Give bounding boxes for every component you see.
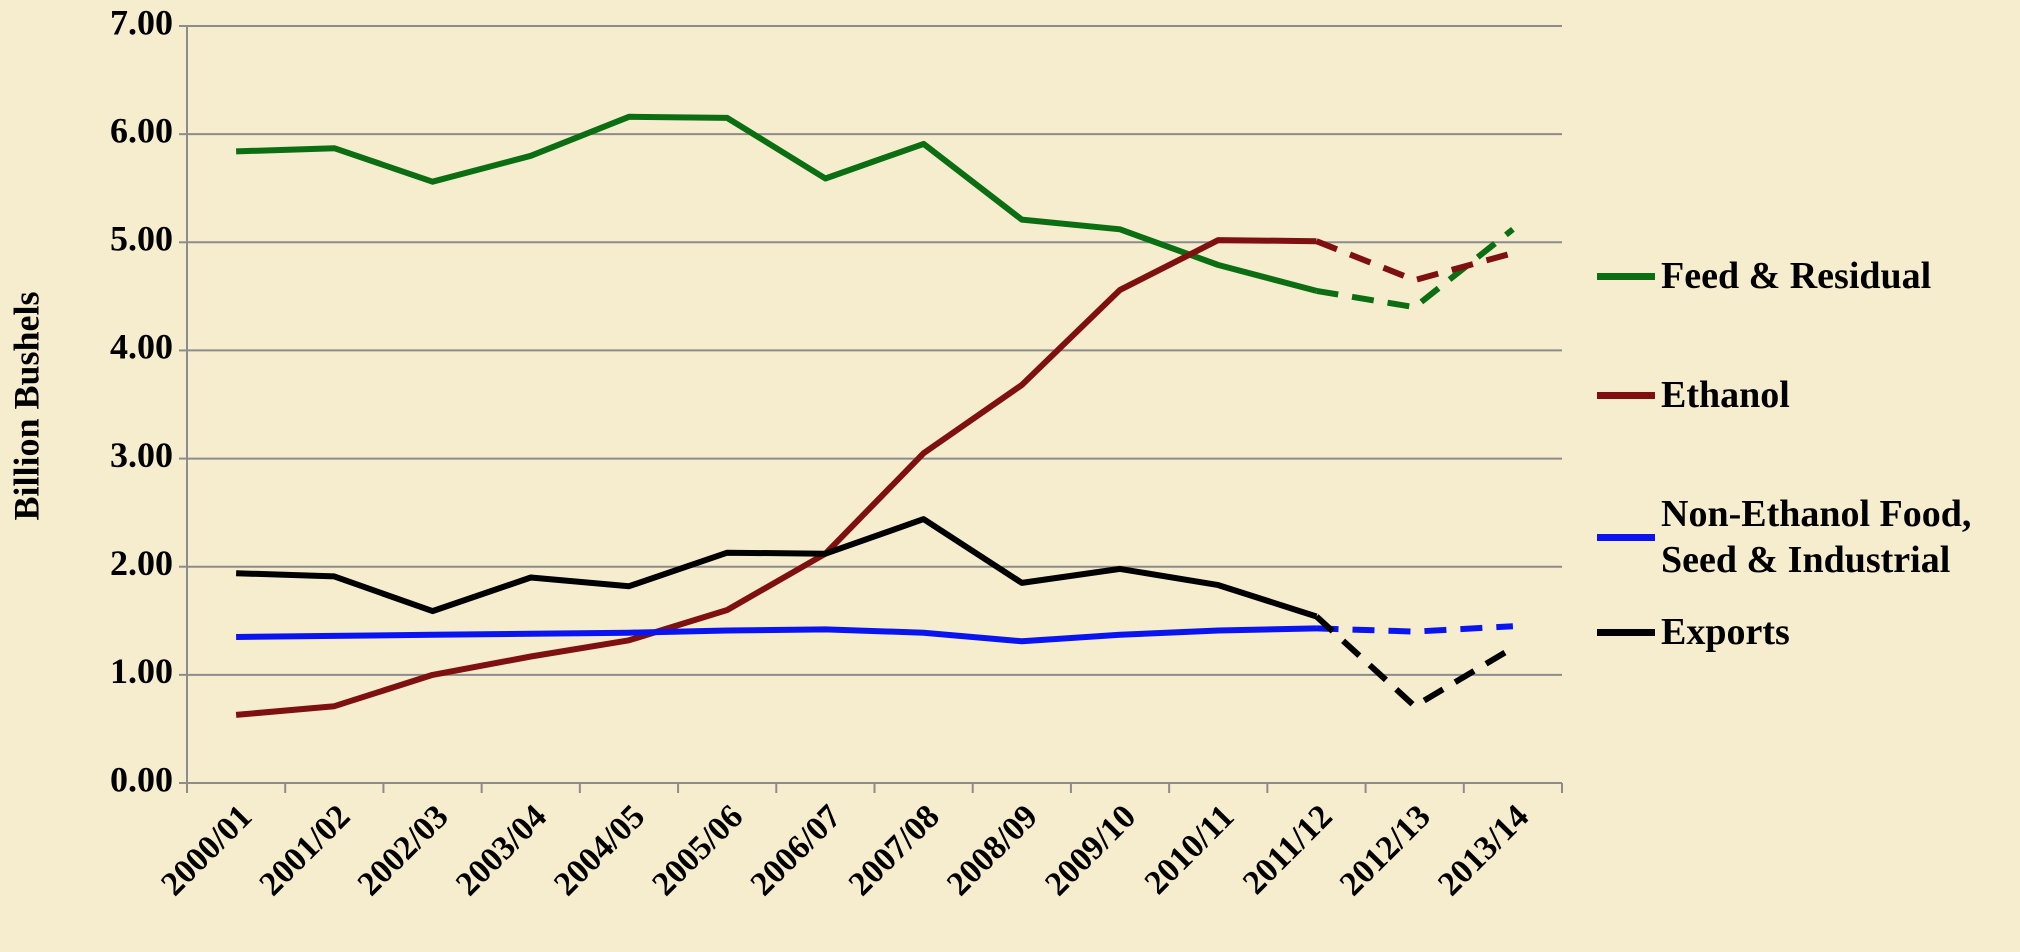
- y-tick-label: 7.00: [110, 2, 173, 42]
- legend-label: Non-Ethanol Food, Seed & Industrial: [1661, 493, 1972, 581]
- series-line: [236, 113, 1318, 294]
- series-line-projected: [1315, 238, 1514, 284]
- x-tick-label: 2007/08: [842, 798, 947, 903]
- series-line: [236, 516, 1318, 620]
- x-tick-label: 2008/09: [940, 798, 1045, 903]
- x-tick-label: 2004/05: [547, 798, 652, 903]
- legend-swatch: [1597, 533, 1655, 541]
- legend-label: Ethanol: [1661, 374, 1790, 416]
- x-tick-label: 2003/04: [449, 798, 554, 903]
- x-tick-label: 2011/12: [1236, 798, 1340, 902]
- x-tick-label: 2000/01: [154, 798, 259, 903]
- y-tick-label: 5.00: [110, 219, 173, 259]
- y-tick-label: 2.00: [110, 543, 173, 583]
- legend-swatch: [1597, 628, 1655, 636]
- x-tick-label: 2005/06: [645, 798, 750, 903]
- x-tick-label: 2001/02: [253, 798, 358, 903]
- legend-item: Feed & Residual: [1597, 253, 2020, 299]
- y-axis-label: Billion Bushels: [6, 291, 46, 520]
- y-tick-label: 4.00: [110, 327, 173, 367]
- legend-item: Ethanol: [1597, 372, 2020, 418]
- x-tick-label: 2010/11: [1138, 798, 1242, 902]
- series-line: [235, 237, 1317, 718]
- y-tick-label: 3.00: [110, 435, 173, 475]
- y-tick-label: 6.00: [110, 110, 173, 150]
- y-tick-label: 1.00: [110, 651, 173, 691]
- series-line-projected: [1316, 226, 1515, 311]
- legend-swatch: [1597, 391, 1655, 399]
- x-tick-label: 2006/07: [744, 798, 849, 903]
- legend-label: Exports: [1661, 611, 1790, 653]
- legend-item: Exports: [1597, 609, 2020, 655]
- legend-item: Non-Ethanol Food, Seed & Industrial: [1597, 491, 2020, 583]
- legend-swatch: [1597, 272, 1655, 280]
- y-tick-label: 0.00: [110, 759, 173, 799]
- legend-label: Feed & Residual: [1661, 255, 1932, 297]
- x-tick-label: 2009/10: [1038, 798, 1143, 903]
- series-line-projected: [1316, 623, 1514, 635]
- x-tick-label: 2002/03: [351, 798, 456, 903]
- series-line: [236, 625, 1317, 645]
- x-tick-label: 2012/13: [1333, 798, 1438, 903]
- x-tick-label: 2013/14: [1431, 798, 1536, 903]
- series-line-projected: [1314, 614, 1515, 710]
